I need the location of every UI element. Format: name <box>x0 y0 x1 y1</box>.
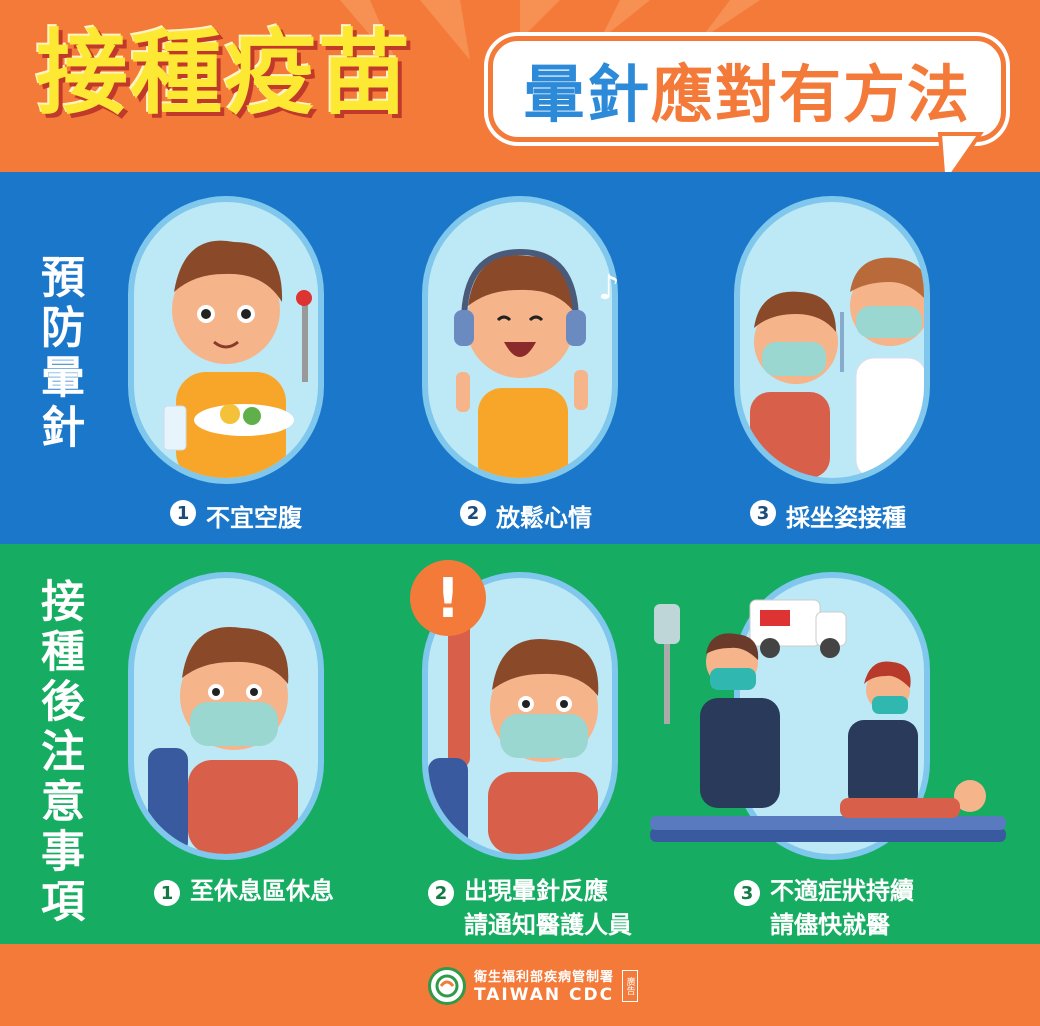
illustration-rest <box>128 572 324 860</box>
step-number: 2 <box>428 880 454 906</box>
prevent-caption-3: 3 採坐姿接種 <box>750 498 906 533</box>
prevent-panel: 預防暈針 1 不宜空腹 <box>0 172 1040 544</box>
caption-line-2: 請儘快就醫 <box>770 911 890 939</box>
step-number: 3 <box>750 500 776 526</box>
after-caption-3: 3 不適症狀持續 請儘快就醫 <box>734 877 914 942</box>
after-label: 接種後注意事項 <box>33 578 84 928</box>
caption-line-1: 不適症狀持續 <box>770 877 914 905</box>
cdc-emblem-icon <box>428 966 466 1005</box>
caption-line-2: 請通知醫護人員 <box>464 911 632 939</box>
caption-line-1: 至休息區休息 <box>190 877 334 905</box>
bubble-text: 應對有方法 <box>651 58 972 131</box>
main-title: 接種疫苗 <box>36 20 413 127</box>
after-panel: 接種後注意事項 1 至休息區休息 ! <box>0 544 1040 944</box>
music-note-icon: ♪ <box>598 268 620 308</box>
caption-line-1: 出現暈針反應 <box>464 877 608 905</box>
sunburst-rays <box>340 0 760 70</box>
cdc-logo: 衛生福利部疾病管制署 TAIWAN CDC 廣告 <box>428 966 639 1005</box>
ad-tag: 廣告 <box>622 969 639 1002</box>
illustration-paramedics <box>650 599 1006 842</box>
illustration-eating <box>128 196 324 484</box>
bubble-highlight: 暈針 <box>522 58 651 131</box>
step-number: 1 <box>154 880 180 906</box>
prevent-label: 預防暈針 <box>33 254 84 454</box>
bubble-tail <box>937 132 984 172</box>
header: 接種疫苗 暈針 應對有方法 <box>0 0 1040 172</box>
prevent-caption-2: 2 放鬆心情 <box>460 498 592 533</box>
step-number: 1 <box>170 500 196 526</box>
speech-bubble: 暈針 應對有方法 <box>488 36 1006 142</box>
illustration-relax <box>422 196 618 484</box>
step-number: 3 <box>734 880 760 906</box>
illustration-sitting-injection <box>734 196 930 484</box>
caption-text: 採坐姿接種 <box>786 504 906 532</box>
alert-icon: ! <box>410 560 486 636</box>
after-caption-1: 1 至休息區休息 <box>154 877 334 908</box>
org-name-en: TAIWAN CDC <box>474 985 615 1005</box>
caption-text: 不宜空腹 <box>206 504 302 532</box>
prevent-caption-1: 1 不宜空腹 <box>170 498 302 533</box>
illustration-raise-hand <box>422 572 618 860</box>
caption-text: 放鬆心情 <box>496 504 592 532</box>
step-number: 2 <box>460 500 486 526</box>
after-caption-2: 2 出現暈針反應 請通知醫護人員 <box>428 877 632 942</box>
footer: 衛生福利部疾病管制署 TAIWAN CDC 廣告 <box>0 944 1040 1026</box>
org-name-cn: 衛生福利部疾病管制署 <box>474 970 615 985</box>
